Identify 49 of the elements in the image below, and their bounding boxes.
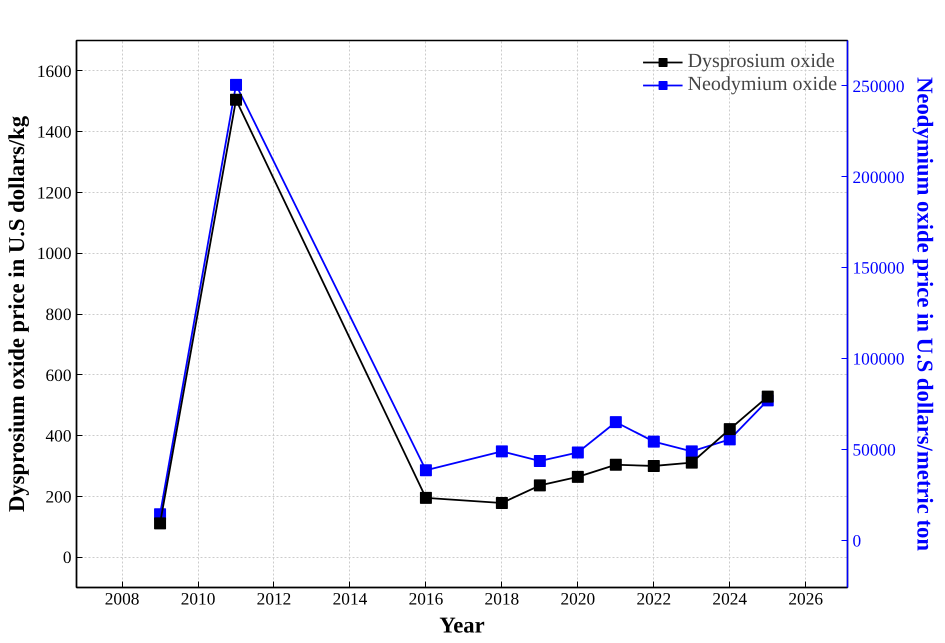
y-tick-label: 1600 xyxy=(36,62,72,81)
point xyxy=(648,436,660,448)
y2-tick-label: 0 xyxy=(852,531,862,550)
legend-label: Dysprosium oxide xyxy=(688,50,835,73)
point xyxy=(534,455,546,468)
point xyxy=(648,460,660,472)
point xyxy=(610,416,622,428)
y-tick-label: 600 xyxy=(46,366,72,385)
point xyxy=(496,497,508,510)
point xyxy=(610,458,622,471)
y-tick-label: 1200 xyxy=(36,183,72,202)
y-tick-label: 200 xyxy=(46,487,72,506)
point xyxy=(686,456,698,469)
x-tick-label: 2010 xyxy=(180,590,216,608)
point xyxy=(420,492,432,504)
y2-tick-label: 100000 xyxy=(852,350,904,369)
point xyxy=(496,445,508,458)
y-tick-label: 1400 xyxy=(36,122,72,142)
y-axis-title: Dysprosium oxide price in U.S dollars/kg xyxy=(4,115,29,512)
point xyxy=(572,470,584,483)
point xyxy=(534,479,546,492)
legend-label: Neodymium oxide xyxy=(688,73,837,96)
point xyxy=(420,464,432,476)
x-tick-label: 2018 xyxy=(484,590,520,608)
point xyxy=(230,78,242,91)
y-tick-label: 400 xyxy=(46,426,72,446)
point xyxy=(724,423,736,436)
y2-tick-label: 200000 xyxy=(852,168,904,187)
y2-tick-label: 250000 xyxy=(852,76,904,96)
x-tick-label: 2016 xyxy=(408,590,444,608)
x-tick-label: 2026 xyxy=(788,590,824,608)
y-tick-label: 1000 xyxy=(36,244,72,264)
point xyxy=(154,517,166,530)
point xyxy=(230,94,242,106)
y2-tick-label: 50000 xyxy=(852,440,896,460)
y-tick-label: 0 xyxy=(62,548,72,568)
y2-tick-label: 150000 xyxy=(852,258,904,278)
x-tick-label: 2012 xyxy=(256,590,292,608)
x-tick-label: 2024 xyxy=(712,590,748,608)
point xyxy=(686,445,698,458)
point xyxy=(762,390,774,403)
x-axis-title: Year xyxy=(439,612,485,638)
point xyxy=(572,446,584,458)
y-tick-label: 800 xyxy=(46,305,72,324)
x-tick-label: 2020 xyxy=(560,590,596,608)
x-tick-label: 2014 xyxy=(332,590,368,608)
y2-axis-title: Neodymium oxide price in U.S dollars/metric ton xyxy=(912,77,938,552)
x-tick-label: 2022 xyxy=(636,590,672,608)
x-tick-label: 2008 xyxy=(104,590,140,608)
